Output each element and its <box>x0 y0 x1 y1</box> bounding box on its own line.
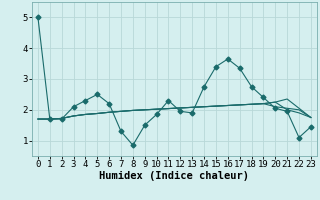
X-axis label: Humidex (Indice chaleur): Humidex (Indice chaleur) <box>100 171 249 181</box>
